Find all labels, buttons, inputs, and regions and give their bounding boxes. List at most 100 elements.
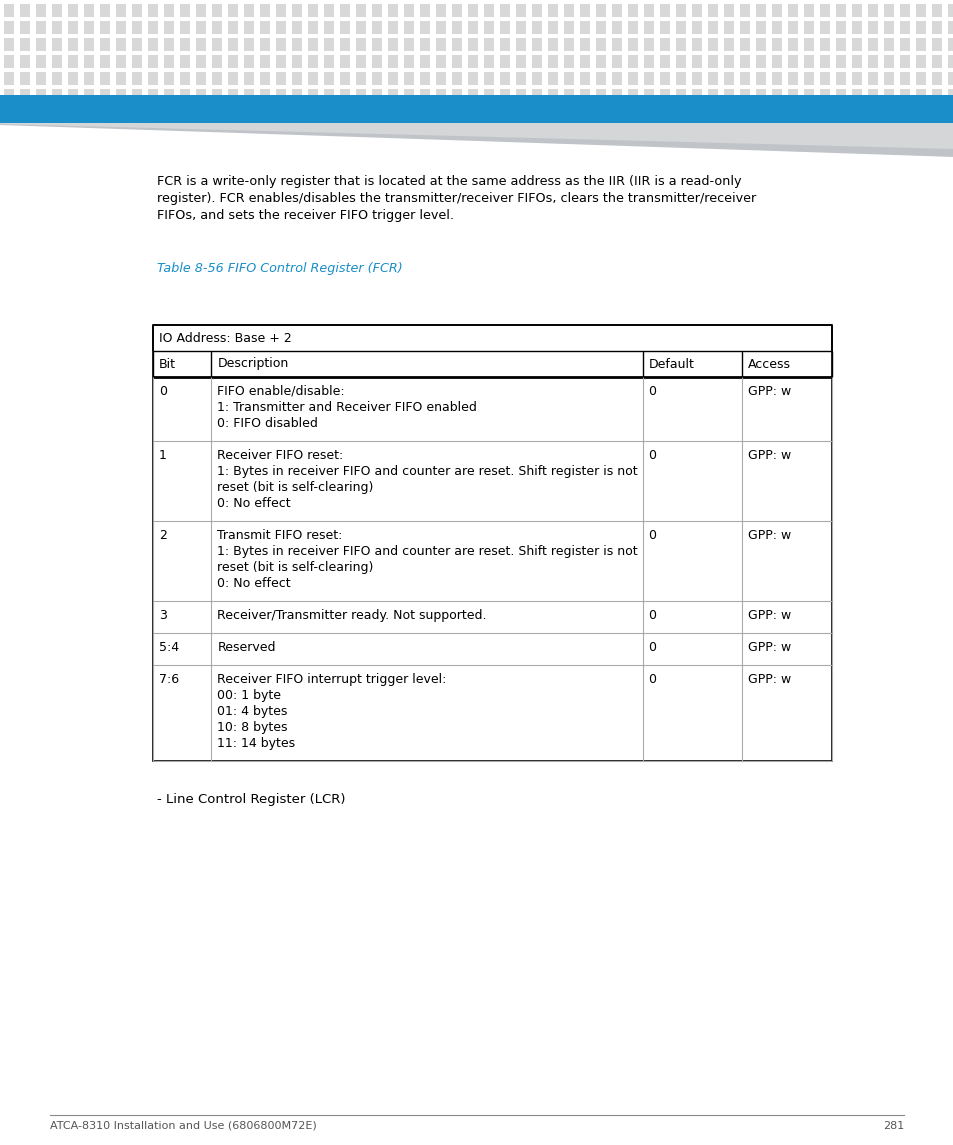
Bar	[195, 55, 206, 68]
Bar	[436, 38, 446, 52]
Bar	[755, 89, 765, 102]
Bar	[260, 72, 270, 85]
Bar	[4, 38, 14, 52]
Bar	[68, 38, 78, 52]
Bar	[116, 55, 126, 68]
Bar	[803, 89, 813, 102]
Text: 11: 14 bytes: 11: 14 bytes	[217, 737, 295, 750]
Bar	[372, 21, 381, 34]
Bar	[4, 21, 14, 34]
Text: GPP: w: GPP: w	[747, 641, 791, 654]
Bar	[771, 89, 781, 102]
Bar	[596, 55, 605, 68]
Bar	[499, 3, 510, 17]
Bar	[596, 3, 605, 17]
Bar	[339, 89, 350, 102]
Bar	[4, 55, 14, 68]
Bar	[419, 3, 430, 17]
Text: Receiver/Transmitter ready. Not supported.: Receiver/Transmitter ready. Not supporte…	[217, 609, 486, 622]
Bar	[4, 89, 14, 102]
Bar	[835, 38, 845, 52]
Bar	[100, 21, 110, 34]
Bar	[20, 21, 30, 34]
Bar	[308, 21, 317, 34]
Bar	[0, 95, 953, 123]
Text: 1: Bytes in receiver FIFO and counter are reset. Shift register is not: 1: Bytes in receiver FIFO and counter ar…	[217, 545, 638, 558]
Bar	[740, 72, 749, 85]
Bar	[244, 3, 253, 17]
Bar	[499, 72, 510, 85]
Bar	[612, 21, 621, 34]
Bar	[516, 3, 525, 17]
Bar	[152, 325, 831, 761]
Bar	[20, 55, 30, 68]
Bar	[676, 55, 685, 68]
Bar	[883, 72, 893, 85]
Bar	[468, 89, 477, 102]
Bar	[676, 38, 685, 52]
Bar	[707, 55, 718, 68]
Text: 01: 4 bytes: 01: 4 bytes	[217, 705, 288, 718]
Bar	[403, 21, 414, 34]
Bar	[275, 3, 286, 17]
Bar	[388, 38, 397, 52]
Bar	[867, 72, 877, 85]
Bar	[100, 89, 110, 102]
Bar	[132, 21, 142, 34]
Bar	[867, 38, 877, 52]
Bar	[723, 21, 733, 34]
Bar	[707, 3, 718, 17]
Bar	[52, 89, 62, 102]
Bar	[116, 38, 126, 52]
Bar	[947, 3, 953, 17]
Bar	[851, 21, 862, 34]
Bar	[612, 55, 621, 68]
Bar	[516, 89, 525, 102]
Bar	[755, 21, 765, 34]
Bar	[947, 55, 953, 68]
Bar	[851, 55, 862, 68]
Bar	[36, 38, 46, 52]
Bar	[164, 72, 173, 85]
Bar	[947, 38, 953, 52]
Bar	[68, 55, 78, 68]
Bar	[659, 38, 669, 52]
Bar	[835, 72, 845, 85]
Bar	[691, 72, 701, 85]
Bar	[596, 72, 605, 85]
Bar	[723, 72, 733, 85]
Bar	[915, 3, 925, 17]
Bar	[164, 55, 173, 68]
Bar	[532, 89, 541, 102]
Bar	[212, 72, 222, 85]
Bar	[212, 3, 222, 17]
Text: GPP: w: GPP: w	[747, 385, 791, 398]
Bar	[740, 21, 749, 34]
Bar	[803, 55, 813, 68]
Bar	[388, 89, 397, 102]
Text: reset (bit is self-clearing): reset (bit is self-clearing)	[217, 481, 374, 493]
Bar	[931, 21, 941, 34]
Bar	[36, 89, 46, 102]
Bar	[851, 72, 862, 85]
Bar	[292, 55, 302, 68]
Bar	[643, 3, 654, 17]
Polygon shape	[0, 123, 953, 157]
Bar	[771, 21, 781, 34]
Bar	[292, 21, 302, 34]
Bar	[547, 38, 558, 52]
Bar	[100, 55, 110, 68]
Bar	[835, 3, 845, 17]
Bar	[324, 3, 334, 17]
Text: FCR is a write-only register that is located at the same address as the IIR (IIR: FCR is a write-only register that is loc…	[157, 175, 740, 188]
Bar	[947, 72, 953, 85]
Bar	[659, 21, 669, 34]
Bar	[388, 3, 397, 17]
Bar	[292, 72, 302, 85]
Bar	[436, 72, 446, 85]
Bar	[915, 38, 925, 52]
Bar	[403, 3, 414, 17]
Bar	[164, 3, 173, 17]
Bar	[532, 38, 541, 52]
Bar	[36, 55, 46, 68]
